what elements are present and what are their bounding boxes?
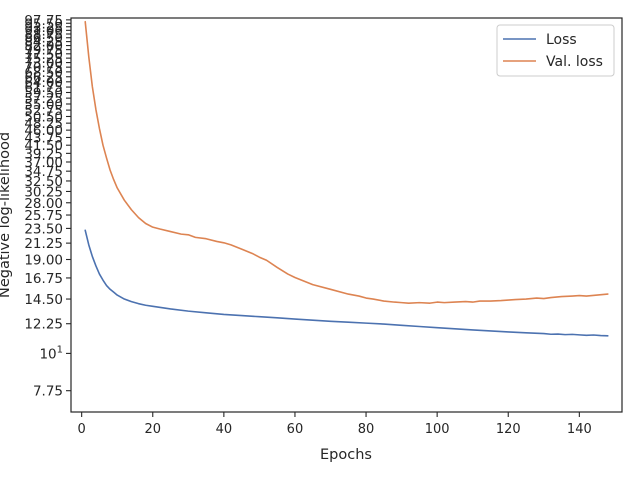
y-tick-label: 12.25 bbox=[24, 317, 63, 333]
y-tick-label: 46.00 bbox=[24, 123, 63, 139]
y-tick-label: 95.50 bbox=[24, 16, 63, 32]
y-tick-label: 37.00 bbox=[24, 155, 63, 171]
y-tick-label: 77.50 bbox=[24, 47, 63, 63]
y-tick-label: 25.75 bbox=[24, 208, 63, 224]
y-tick-label: 7.75 bbox=[33, 384, 63, 400]
y-axis-label: Negative log-likelihood bbox=[0, 132, 13, 298]
series-layer bbox=[84, 20, 609, 337]
y-tick-label: 79.75 bbox=[24, 43, 63, 59]
y-tick-label: 61.75 bbox=[24, 80, 63, 96]
y-tick-label: 70.75 bbox=[24, 60, 63, 76]
y-tick-label: 64.00 bbox=[24, 75, 63, 91]
y-tick-label: 28.00 bbox=[24, 196, 63, 212]
y-tick-label: 52.75 bbox=[24, 103, 63, 119]
y-tick-label: 23.50 bbox=[24, 221, 63, 237]
x-tick-label: 100 bbox=[425, 422, 450, 437]
y-tick-label: 21.25 bbox=[24, 236, 63, 252]
y-tick-label: 48.25 bbox=[24, 116, 63, 132]
y-tick-label: 91.00 bbox=[24, 23, 63, 39]
series-line-val-loss bbox=[84, 20, 609, 304]
y-tick-label: 16.75 bbox=[24, 271, 63, 287]
y-tick-label: 50.50 bbox=[24, 109, 63, 125]
y-tick-label: 68.50 bbox=[24, 65, 63, 81]
y-tick-label: 32.50 bbox=[24, 174, 63, 190]
legend-label-val-loss: Val. loss bbox=[546, 54, 603, 70]
legend-box bbox=[496, 24, 615, 77]
y-tick-label: 59.50 bbox=[24, 85, 63, 101]
x-tick-label: 20 bbox=[144, 422, 161, 437]
y-tick-label: 41.50 bbox=[24, 138, 63, 154]
y-tick-label: 86.50 bbox=[24, 31, 63, 47]
x-tick-label: 60 bbox=[287, 422, 304, 437]
y-tick-label: 97.75 bbox=[24, 13, 63, 29]
x-tick-label: 0 bbox=[78, 422, 86, 437]
x-tick-label: 40 bbox=[216, 422, 233, 437]
legend: Loss Val. loss bbox=[496, 24, 615, 77]
y-tick-label: 34.75 bbox=[24, 164, 63, 180]
y-tick-label: 43.75 bbox=[24, 130, 63, 146]
legend-label-loss: Loss bbox=[546, 32, 577, 48]
x-axis-label: Epochs bbox=[320, 447, 372, 463]
y-tick-label: 57.25 bbox=[24, 91, 63, 107]
x-tick-label: 120 bbox=[496, 422, 521, 437]
y-tick-label: 19.00 bbox=[24, 253, 63, 269]
y-tick-label: 84.25 bbox=[24, 35, 63, 51]
y-tick-label: 101 bbox=[39, 344, 63, 362]
y-tick-label: 39.25 bbox=[24, 146, 63, 162]
y-tick-label: 73.00 bbox=[24, 56, 63, 72]
y-tick-label: 66.25 bbox=[24, 70, 63, 86]
x-tick-label: 140 bbox=[567, 422, 592, 437]
y-tick-label: 14.50 bbox=[24, 292, 63, 308]
y-tick-label: 82.00 bbox=[24, 39, 63, 55]
y-tick-label: 75.25 bbox=[24, 51, 63, 67]
y-tick-label: 30.25 bbox=[24, 184, 63, 200]
y-tick-label: 88.75 bbox=[24, 27, 63, 43]
y-axis: 7.75 101 12.25 14.50 16.75 19.0021.2523.5025.… bbox=[24, 13, 71, 400]
y-tick-label: 55.00 bbox=[24, 97, 63, 113]
x-tick-label: 80 bbox=[358, 422, 375, 437]
y-tick-label: 93.25 bbox=[24, 20, 63, 36]
x-axis: 0 20 40 60 80 100 120 140 bbox=[78, 412, 592, 437]
series-line-loss bbox=[84, 229, 609, 337]
